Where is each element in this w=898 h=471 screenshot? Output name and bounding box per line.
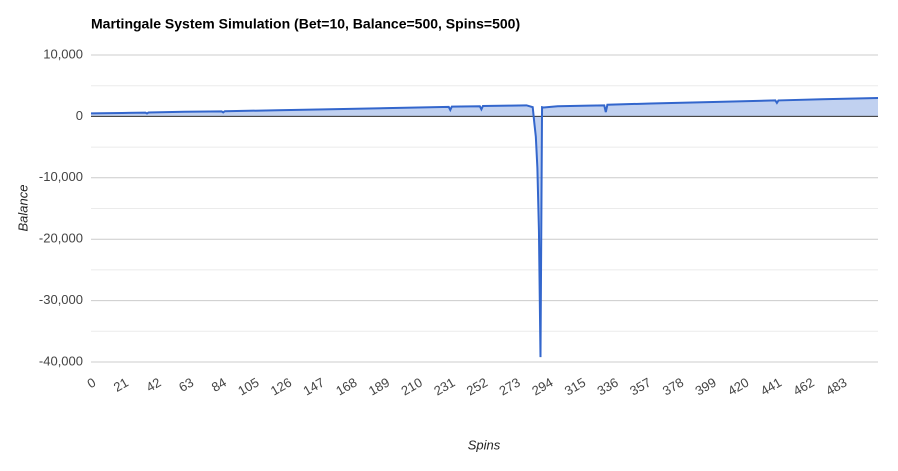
y-tick-label: 10,000: [43, 46, 83, 61]
x-tick-label: 294: [529, 375, 555, 399]
x-tick-label: 147: [301, 375, 327, 399]
x-tick-label: 378: [660, 375, 686, 399]
x-tick-label: 399: [693, 375, 719, 399]
x-tick-label: 336: [595, 375, 621, 399]
x-tick-label: 483: [823, 375, 849, 399]
area-fill: [91, 97, 878, 358]
x-tick-label: 315: [562, 375, 588, 399]
y-tick-label: 0: [76, 108, 83, 123]
x-tick-label: 231: [431, 375, 457, 399]
x-tick-label: 84: [209, 375, 229, 395]
x-tick-label: 63: [176, 375, 196, 395]
x-tick-label: 273: [497, 375, 523, 399]
x-tick-label: 420: [725, 375, 751, 399]
x-tick-label: 21: [111, 375, 131, 395]
x-tick-label: 0: [84, 375, 98, 392]
x-tick-label: 357: [627, 375, 653, 399]
y-tick-label: -30,000: [39, 292, 83, 307]
x-tick-label: 462: [790, 375, 816, 399]
y-axis-label: Balance: [15, 185, 30, 232]
line: [90, 96, 879, 358]
y-tick-label: -10,000: [39, 169, 83, 184]
x-axis-label: Spins: [468, 437, 501, 452]
x-tick-label: 42: [144, 375, 164, 395]
x-tick-label: 210: [399, 375, 425, 399]
x-tick-label: 189: [366, 375, 392, 399]
chart-title: Martingale System Simulation (Bet=10, Ba…: [91, 16, 520, 32]
x-tick-label: 105: [235, 375, 261, 399]
x-tick-label: 252: [464, 375, 490, 399]
x-tick-label: 168: [333, 375, 359, 399]
y-tick-label: -40,000: [39, 353, 83, 368]
x-tick-label: 441: [758, 375, 784, 399]
y-tick-label: -20,000: [39, 231, 83, 246]
x-tick-label: 126: [268, 375, 294, 399]
